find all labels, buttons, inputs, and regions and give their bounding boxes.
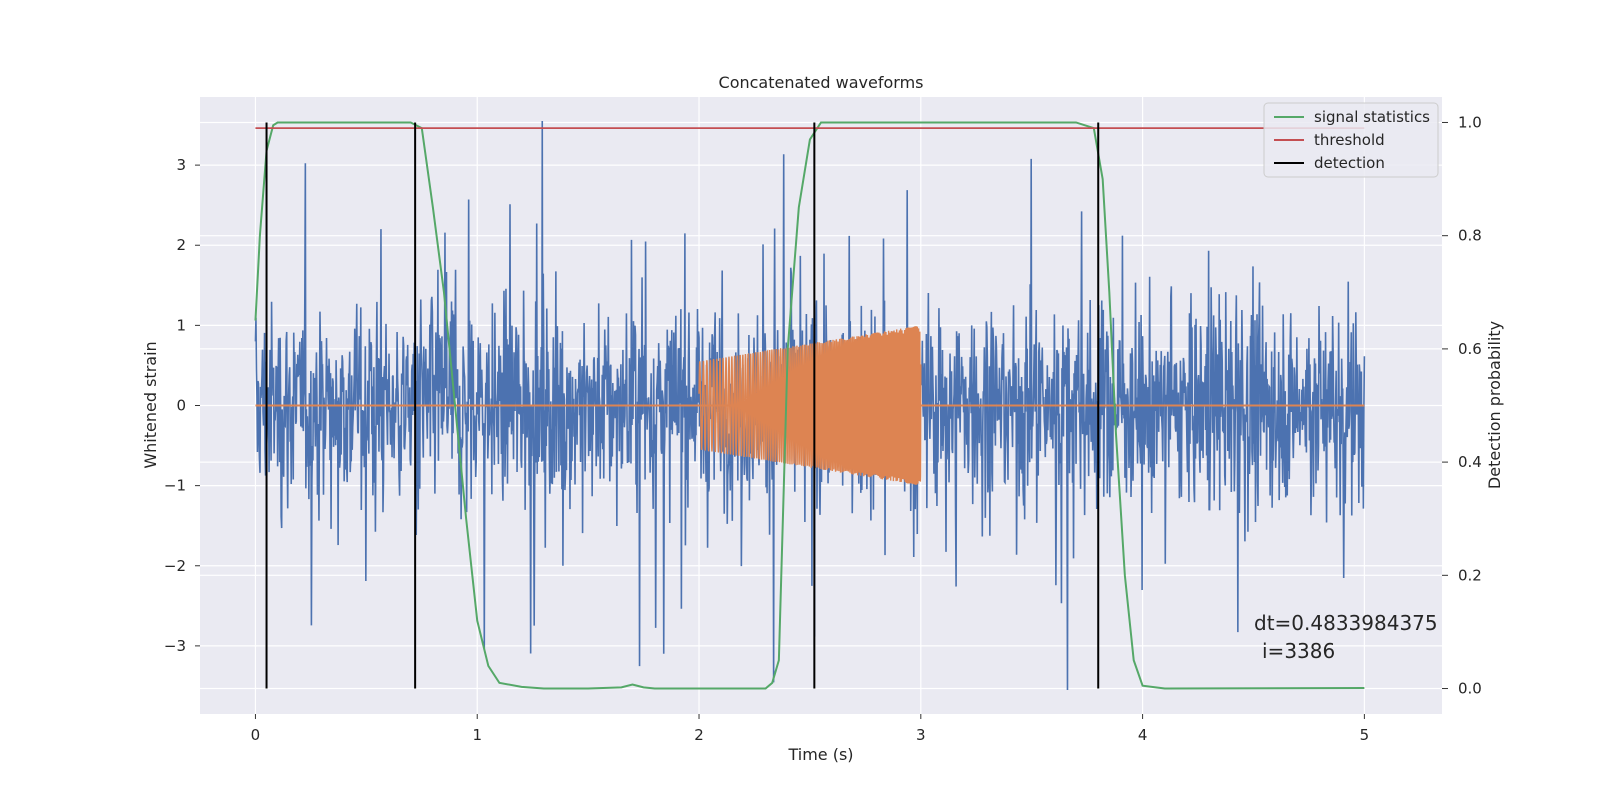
legend-label: signal statistics <box>1314 108 1430 126</box>
annotation-index: i=3386 <box>1262 639 1335 663</box>
y-axis-label-left: Whitened strain <box>141 341 160 468</box>
y-tick-label-right: 0.2 <box>1458 566 1482 584</box>
x-tick-label: 4 <box>1138 726 1148 744</box>
strain-series <box>254 121 1366 690</box>
signal-statistics-line <box>254 121 1365 690</box>
injection-series <box>255 326 1365 485</box>
annotation-dt: dt=0.4833984375 <box>1254 611 1438 635</box>
chart-title: Concatenated waveforms <box>719 73 924 92</box>
legend: signal statistics threshold detection <box>1263 102 1439 178</box>
y-axis-label-right: Detection probability <box>1485 321 1504 489</box>
y-tick-label-left: 3 <box>176 156 186 174</box>
legend-label: threshold <box>1314 131 1385 149</box>
legend-box <box>1263 102 1439 178</box>
y-tick-label-left: 2 <box>176 236 186 254</box>
x-tick-label: 2 <box>694 726 704 744</box>
y-tick-label-left: −1 <box>164 477 186 495</box>
probability-series <box>254 121 1365 690</box>
y-tick-label-left: −2 <box>164 557 186 575</box>
legend-label: detection <box>1314 154 1385 172</box>
y-tick-label-right: 0.6 <box>1458 340 1482 358</box>
x-axis-label: Time (s) <box>787 745 853 764</box>
injection-chirp <box>698 326 922 485</box>
x-tick-label: 5 <box>1360 726 1370 744</box>
y-tick-label-right: 0.0 <box>1458 680 1482 698</box>
x-tick-label: 1 <box>472 726 482 744</box>
x-tick-label: 0 <box>251 726 261 744</box>
strain-line <box>254 121 1366 690</box>
y-tick-label-right: 0.8 <box>1458 227 1482 245</box>
y-tick-label-left: 0 <box>176 397 186 415</box>
y-tick-label-left: 1 <box>176 316 186 334</box>
y-tick-label-left: −3 <box>164 637 186 655</box>
y-tick-label-right: 1.0 <box>1458 113 1482 131</box>
x-tick-label: 3 <box>916 726 926 744</box>
axes: 0 1 2 3 4 5 −3 −2 −1 0 1 2 3 0.0 0.2 0.4 0.6 0.8 1.0 <box>164 113 1482 744</box>
y-tick-label-right: 0.4 <box>1458 453 1482 471</box>
